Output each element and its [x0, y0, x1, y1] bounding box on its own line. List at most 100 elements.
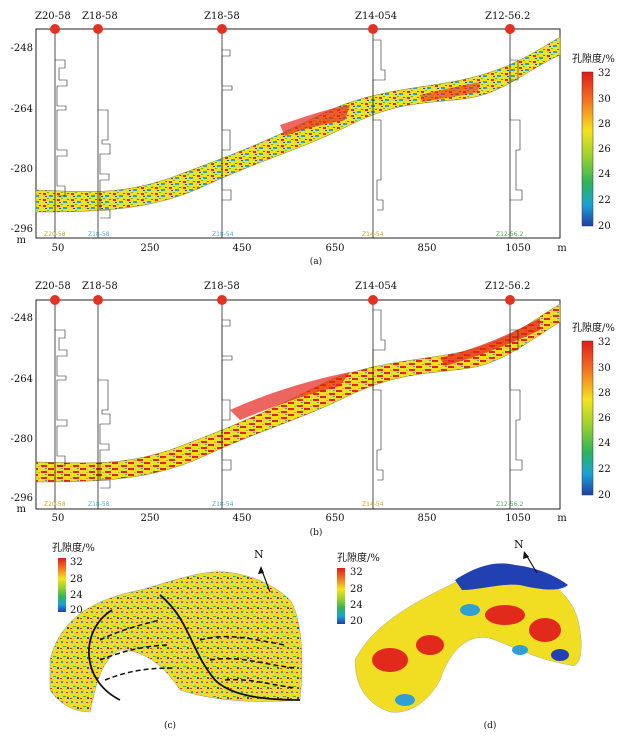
panel-a: Z20-58 Z18-58 Z18-58 Z14-054 Z12-56.2 Z2…: [11, 11, 615, 267]
legend-tick: 26: [598, 413, 611, 424]
panel-label: (b): [310, 527, 323, 538]
well-tag: Z12-56.2: [496, 501, 523, 508]
y-tick: -264: [11, 374, 33, 385]
panel-b-wells: [50, 295, 523, 509]
legend-tick: 28: [598, 388, 611, 399]
x-tick: 50: [52, 243, 65, 254]
legend-title: 孔隙度/%: [572, 52, 615, 65]
well-tag: Z18-58: [88, 501, 110, 508]
panel-b-layer: [35, 303, 561, 483]
legend-tick: 32: [350, 567, 363, 578]
well-marker: [217, 24, 227, 34]
compass-d: N: [514, 538, 538, 574]
legend-tick: 24: [598, 169, 611, 180]
well-name: Z18-58: [204, 281, 240, 292]
legend-tick: 28: [598, 119, 611, 130]
y-tick: -248: [11, 313, 33, 324]
legend-tick: 24: [598, 438, 611, 449]
y-tick: -264: [11, 104, 33, 115]
legend-tick: 20: [70, 605, 83, 616]
legend-tick: 22: [598, 195, 611, 206]
well-name: Z12-56.2: [485, 281, 530, 292]
panel-c-legend: 孔隙度/% 32 28 24 20: [52, 541, 95, 616]
well-name: Z12-56.2: [485, 11, 530, 22]
y-tick: -296: [11, 493, 33, 504]
x-tick: 650: [325, 513, 344, 524]
legend-tick: 22: [598, 464, 611, 475]
legend-tick: 30: [598, 363, 611, 374]
y-tick: -296: [11, 224, 33, 235]
well-marker: [368, 24, 378, 34]
x-tick: 850: [417, 243, 436, 254]
panel-label: (c): [164, 720, 176, 731]
x-tick: 850: [417, 513, 436, 524]
legend-title: 孔隙度/%: [572, 321, 615, 334]
well-tag: Z18-54: [212, 501, 234, 508]
legend-tick: 24: [70, 590, 83, 601]
legend-tick: 20: [598, 490, 611, 501]
x-tick: 650: [325, 243, 344, 254]
well-name: Z20-58: [35, 11, 71, 22]
legend-tick: 32: [70, 557, 83, 568]
north-label: N: [514, 538, 524, 551]
x-tick: 450: [232, 243, 251, 254]
legend-tick: 26: [598, 144, 611, 155]
panel-d: N 孔隙度/% 32 28 24 20 (d): [337, 538, 582, 731]
well-marker: [505, 295, 515, 305]
north-label: N: [254, 548, 264, 561]
well-marker: [505, 24, 515, 34]
well-name: Z18-58: [82, 11, 118, 22]
well-marker: [217, 295, 227, 305]
well-tag: Z20-58: [44, 501, 66, 508]
y-tick: -280: [11, 434, 33, 445]
legend-tick: 32: [598, 337, 611, 348]
x-tick: 50: [52, 513, 65, 524]
panel-b: Z20-58 Z18-58 Z18-58 Z14-054 Z12-56.2 Z2…: [11, 281, 615, 538]
panel-c: N 孔隙度/% 32 28 24 20 (c): [49, 541, 303, 731]
x-tick: 450: [232, 513, 251, 524]
x-tick: 250: [140, 513, 159, 524]
well-name: Z18-58: [204, 11, 240, 22]
x-tick: 1050: [505, 513, 530, 524]
y-tick: -280: [11, 164, 33, 175]
compass-c: N: [254, 548, 271, 593]
well-tag: Z14-54: [362, 231, 384, 238]
legend-tick: 28: [70, 574, 83, 585]
panel-b-legend: 孔隙度/% 32 30 28 26 24 22 20: [572, 321, 615, 501]
panel-d-legend: 孔隙度/% 32 28 24 20: [337, 551, 380, 627]
legend-tick: 20: [598, 221, 611, 232]
legend-tick: 32: [598, 68, 611, 79]
well-marker: [368, 295, 378, 305]
well-marker: [93, 24, 103, 34]
well-tag: Z14-54: [362, 501, 384, 508]
panel-d-surface: [354, 567, 582, 713]
well-name: Z14-054: [355, 281, 397, 292]
panel-b-frame: [35, 299, 561, 510]
legend-title: 孔隙度/%: [337, 551, 380, 564]
legend-tick: 24: [350, 600, 363, 611]
well-tag: Z18-54: [212, 231, 234, 238]
panel-label: (a): [310, 256, 322, 267]
well-marker: [50, 295, 60, 305]
well-tag: Z12-56.2: [496, 231, 523, 238]
well-tag: Z18-58: [88, 231, 110, 238]
x-unit: m: [557, 243, 567, 254]
y-tick: -248: [11, 43, 33, 54]
panel-label: (d): [484, 720, 497, 731]
well-name: Z20-58: [35, 281, 71, 292]
x-tick: 1050: [505, 243, 530, 254]
legend-tick: 28: [350, 584, 363, 595]
well-name: Z18-58: [82, 281, 118, 292]
well-tag: Z20-58: [44, 231, 66, 238]
legend-tick: 20: [350, 616, 363, 627]
well-marker: [93, 295, 103, 305]
panel-a-layer: [35, 36, 561, 213]
panel-a-legend: 孔隙度/% 32 30 28 26 24 22 20: [572, 52, 615, 232]
well-marker: [50, 24, 60, 34]
legend-title: 孔隙度/%: [52, 541, 95, 554]
x-tick: 250: [140, 243, 159, 254]
y-unit: m: [17, 235, 27, 246]
y-unit: m: [17, 504, 27, 515]
legend-tick: 30: [598, 94, 611, 105]
